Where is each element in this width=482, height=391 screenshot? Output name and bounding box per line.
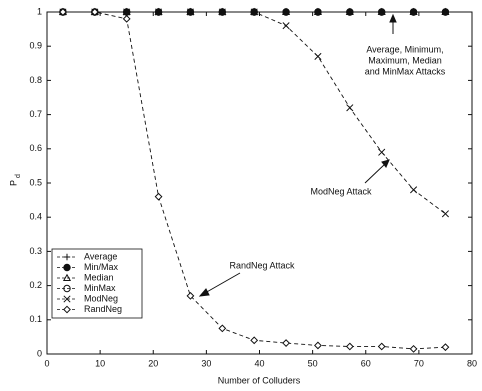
arrow-head [198, 288, 210, 297]
x-tick-label: 80 [467, 358, 477, 368]
annotation: ModNeg Attack [310, 186, 372, 196]
arrow [204, 272, 241, 294]
marker [314, 8, 322, 16]
marker [346, 8, 354, 16]
marker [441, 210, 449, 218]
arrow-head [381, 159, 390, 168]
marker [282, 339, 290, 347]
marker [314, 341, 322, 350]
marker [409, 8, 418, 16]
arrows [198, 13, 397, 297]
marker [186, 291, 195, 300]
marker [250, 8, 258, 16]
marker [63, 295, 71, 303]
marker [63, 253, 71, 261]
legend-label: ModNeg [84, 293, 118, 303]
annotation: RandNeg Attack [229, 260, 295, 270]
marker [377, 8, 386, 16]
marker [218, 8, 226, 16]
y-tick-label: 0.1 [29, 314, 42, 324]
series-line [62, 11, 446, 215]
marker [345, 342, 354, 351]
marker [123, 8, 131, 16]
y-tick-label: 1 [37, 6, 42, 16]
marker [63, 284, 71, 293]
x-tick-label: 30 [201, 358, 211, 368]
marker [90, 8, 99, 16]
y-axis-label-group: P d [8, 174, 21, 186]
marker [377, 342, 386, 351]
marker [378, 148, 386, 156]
x-axis-label: Number of Colluders [218, 375, 301, 385]
legend-label: RandNeg [84, 304, 122, 314]
marker [409, 344, 418, 353]
x-tick-label: 40 [254, 358, 264, 368]
y-tick-label: 0.9 [29, 41, 42, 51]
marker [250, 336, 259, 345]
marker [314, 52, 322, 61]
marker [63, 305, 71, 314]
x-tick-label: 10 [95, 358, 105, 368]
legend-label: Median [84, 272, 114, 282]
marker [441, 8, 450, 16]
x-tick-label: 0 [44, 358, 49, 368]
y-tick-label: 0.6 [29, 143, 42, 153]
marker [282, 8, 290, 16]
y-axis-label: P [8, 180, 18, 186]
y-tick-label: 0.5 [29, 177, 42, 187]
arrow-head [389, 13, 397, 23]
marker [154, 192, 163, 201]
x-tick-label: 50 [308, 358, 318, 368]
x-tick-label: 60 [361, 358, 371, 368]
annotation: Maximum, Median [368, 55, 442, 65]
annotation: Average, Minimum, [366, 44, 443, 54]
marker [441, 343, 450, 352]
marker [282, 22, 290, 30]
y-tick-label: 0 [37, 348, 42, 358]
y-tick-label: 0.8 [29, 75, 42, 85]
marker [186, 8, 194, 16]
marker [122, 14, 131, 23]
marker [250, 8, 258, 16]
legend-label: Min/Max [84, 262, 119, 272]
marker [63, 263, 71, 272]
y-axis-label-subscript: d [15, 174, 22, 178]
legend-label: Average [84, 251, 117, 261]
y-tick-label: 0.7 [29, 109, 42, 119]
legend-label: MinMax [84, 283, 116, 293]
marker [346, 104, 354, 112]
x-tick-label: 70 [414, 358, 424, 368]
marker [155, 8, 163, 16]
y-tick-label: 0.2 [29, 280, 42, 290]
marker [62, 273, 72, 282]
arrow [364, 162, 387, 184]
x-tick-label: 20 [148, 358, 158, 368]
marker [218, 324, 227, 333]
marker [59, 8, 67, 16]
y-tick-label: 0.4 [29, 212, 42, 222]
annotation: and MinMax Attacks [365, 66, 446, 76]
marker [410, 186, 418, 194]
y-tick-label: 0.3 [29, 246, 42, 256]
marker [186, 8, 195, 16]
